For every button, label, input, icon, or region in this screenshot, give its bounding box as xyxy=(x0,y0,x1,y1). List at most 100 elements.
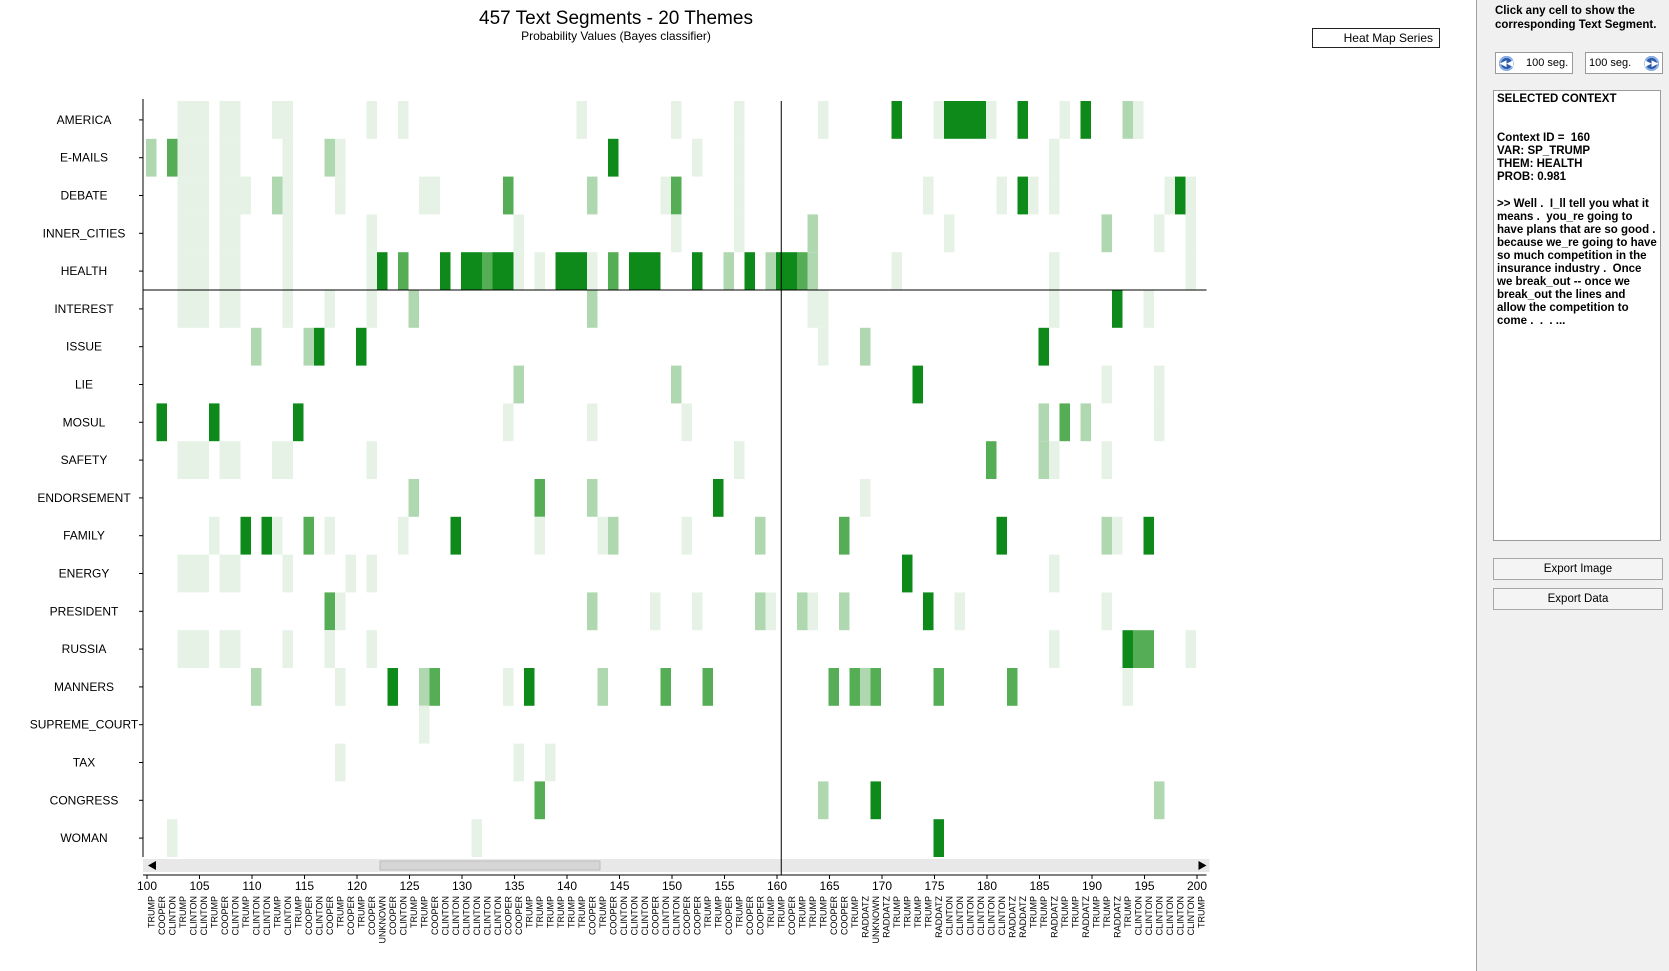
heatmap-cell[interactable] xyxy=(818,327,829,366)
heatmap-cell[interactable] xyxy=(1049,252,1060,290)
heatmap-cell[interactable] xyxy=(230,441,241,479)
heatmap-cell[interactable] xyxy=(860,479,871,517)
heatmap-cell[interactable] xyxy=(818,290,829,328)
heatmap-cell[interactable] xyxy=(345,554,357,593)
heatmap-cell[interactable] xyxy=(797,592,808,631)
heatmap-cell[interactable] xyxy=(534,252,546,290)
heatmap-cell[interactable] xyxy=(1143,290,1155,328)
heatmap-cell[interactable] xyxy=(744,252,756,290)
heatmap-cell[interactable] xyxy=(482,252,493,290)
heatmap-cell[interactable] xyxy=(723,252,735,290)
heatmap-cell[interactable] xyxy=(188,176,199,215)
heatmap-cell[interactable] xyxy=(1122,630,1134,668)
heatmap-cell[interactable] xyxy=(986,101,997,139)
heatmap-cell[interactable] xyxy=(356,327,367,366)
heatmap-cell[interactable] xyxy=(198,138,210,177)
heatmap-cell[interactable] xyxy=(419,668,430,706)
heatmap-cell[interactable] xyxy=(692,252,703,290)
heatmap-cell[interactable] xyxy=(923,176,934,215)
heatmap-cell[interactable] xyxy=(755,592,766,631)
heatmap-cell[interactable] xyxy=(660,176,672,215)
heatmap-cell[interactable] xyxy=(366,630,378,668)
heatmap-cell[interactable] xyxy=(975,101,987,139)
heatmap-cell[interactable] xyxy=(240,176,252,215)
heatmap-cell[interactable] xyxy=(230,214,241,253)
heatmap-cell[interactable] xyxy=(282,138,294,177)
heatmap-cell[interactable] xyxy=(167,138,178,177)
heatmap-cell[interactable] xyxy=(839,516,850,555)
heatmap-cell[interactable] xyxy=(933,668,945,706)
heatmap-cell[interactable] xyxy=(419,705,430,744)
heatmap-cell[interactable] xyxy=(188,101,199,139)
heatmap-cell[interactable] xyxy=(671,101,682,139)
heatmap-cell[interactable] xyxy=(198,252,210,290)
heatmap-cell[interactable] xyxy=(576,101,588,139)
heatmap-cell[interactable] xyxy=(156,403,168,442)
heatmap-cell[interactable] xyxy=(671,176,682,215)
heatmap-cell[interactable] xyxy=(177,630,189,668)
heatmap-cell[interactable] xyxy=(681,403,693,442)
heatmap-cell[interactable] xyxy=(282,290,294,328)
heatmap-cell[interactable] xyxy=(954,592,966,631)
heatmap-cell[interactable] xyxy=(807,214,819,253)
heatmap-cell[interactable] xyxy=(177,138,189,177)
heatmap-cell[interactable] xyxy=(251,668,262,706)
heatmap-cell[interactable] xyxy=(188,441,199,479)
heatmap-cell[interactable] xyxy=(1112,290,1123,328)
heatmap-cell[interactable] xyxy=(513,252,525,290)
heatmap-cell[interactable] xyxy=(566,252,577,290)
heatmap-cell[interactable] xyxy=(702,668,714,706)
heatmap-cell[interactable] xyxy=(650,252,661,290)
heatmap-cell[interactable] xyxy=(1175,176,1186,215)
heatmap-cell[interactable] xyxy=(198,176,210,215)
heatmap-cell[interactable] xyxy=(398,516,409,555)
export-image-button[interactable]: Export Image xyxy=(1493,558,1663,580)
heatmap-cell[interactable] xyxy=(587,176,598,215)
heatmap-cell[interactable] xyxy=(335,176,346,215)
heatmap-cell[interactable] xyxy=(1038,327,1050,366)
heatmap-cell[interactable] xyxy=(440,252,451,290)
heatmap-cell[interactable] xyxy=(1059,403,1071,442)
scroll-left-arrow-icon[interactable] xyxy=(148,861,156,870)
heatmap-cell[interactable] xyxy=(660,668,672,706)
heatmap-cell[interactable] xyxy=(282,441,294,479)
heatmap-cell[interactable] xyxy=(524,668,535,706)
heatmap-cell[interactable] xyxy=(734,441,745,479)
heatmap-cell[interactable] xyxy=(1154,781,1165,820)
heatmap-cell[interactable] xyxy=(608,138,619,177)
heatmap-cell[interactable] xyxy=(1017,101,1029,139)
heatmap-cell[interactable] xyxy=(177,290,189,328)
heatmap-cell[interactable] xyxy=(450,516,462,555)
heatmap-cell[interactable] xyxy=(933,101,945,139)
heatmap-cell[interactable] xyxy=(188,630,199,668)
export-data-button[interactable]: Export Data xyxy=(1493,588,1663,610)
heatmap-cell[interactable] xyxy=(786,252,798,290)
heatmap-cell[interactable] xyxy=(1080,101,1092,139)
heatmap-cell[interactable] xyxy=(398,252,409,290)
heatmap-cell[interactable] xyxy=(188,554,199,593)
heatmap-cell[interactable] xyxy=(996,176,1008,215)
heatmap-cell[interactable] xyxy=(198,101,210,139)
heatmap-cell[interactable] xyxy=(503,176,514,215)
heatmap-cell[interactable] xyxy=(303,327,315,366)
heatmap-cell[interactable] xyxy=(219,176,231,215)
heatmap-cell[interactable] xyxy=(282,176,294,215)
heatmap-cell[interactable] xyxy=(177,214,189,253)
heatmap-cell[interactable] xyxy=(860,327,871,366)
heatmap-cell[interactable] xyxy=(996,516,1008,555)
heatmap-cell[interactable] xyxy=(807,290,819,328)
heatmap-cell[interactable] xyxy=(650,592,661,631)
heatmap-cell[interactable] xyxy=(188,252,199,290)
heatmap-cell[interactable] xyxy=(1017,176,1029,215)
heatmap-cell[interactable] xyxy=(1049,290,1060,328)
heatmap-cell[interactable] xyxy=(272,101,283,139)
heatmap-cell[interactable] xyxy=(1185,252,1197,290)
heatmap-cell[interactable] xyxy=(1112,516,1123,555)
heatmap-cell[interactable] xyxy=(1122,668,1134,706)
heatmap-cell[interactable] xyxy=(870,668,882,706)
heatmap-cell[interactable] xyxy=(891,252,903,290)
heatmap-cell[interactable] xyxy=(1185,214,1197,253)
heatmap-cell[interactable] xyxy=(503,403,514,442)
heatmap-cell[interactable] xyxy=(1101,441,1113,479)
heatmap-cell[interactable] xyxy=(188,290,199,328)
